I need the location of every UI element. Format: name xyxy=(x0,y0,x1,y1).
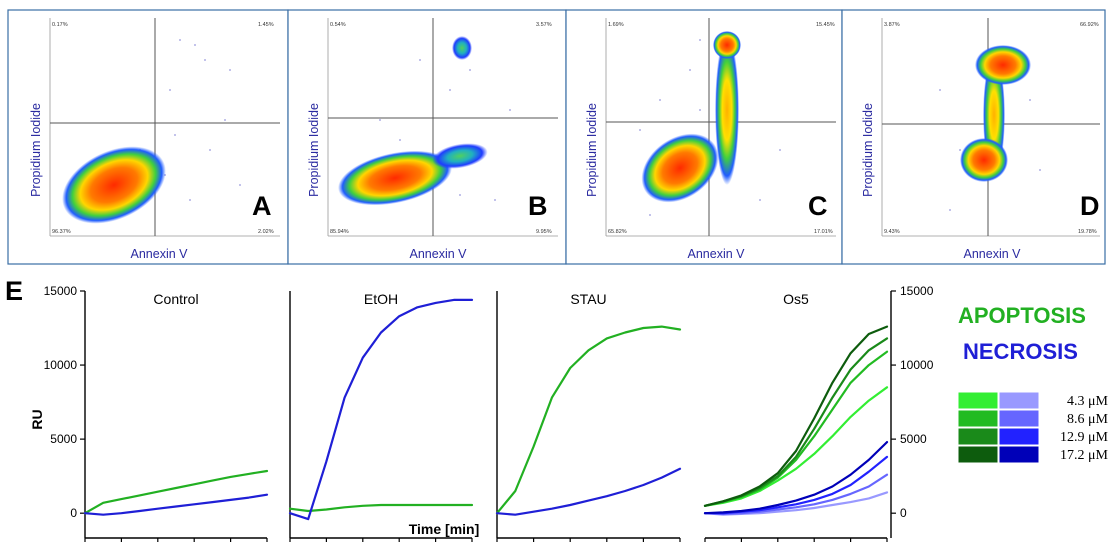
series-line-apoptosis xyxy=(83,469,269,515)
quadrant-lr: 2.02% xyxy=(258,229,274,235)
swatch-apoptosis xyxy=(957,427,999,446)
chart-title: STAU xyxy=(570,291,606,307)
x-axis-label: Time [min] xyxy=(409,521,480,537)
flow-xlabel: Annexin V xyxy=(964,247,1022,261)
y-tick-label: 0 xyxy=(900,506,907,520)
flow-xlabel: Annexin V xyxy=(131,247,189,261)
panel-frame xyxy=(287,9,567,265)
quadrant-ul: 0.17% xyxy=(52,22,68,28)
chart-etoh: EtOH02004006008001000 xyxy=(288,291,474,542)
panel-letter: B xyxy=(528,191,548,221)
flow-panel-b: Propidium Iodide Annexin V 0.54% 3.57% 8… xyxy=(287,9,567,265)
quadrant-lr: 9.95% xyxy=(536,229,552,235)
chart-stau: STAU02004006008001000 xyxy=(495,291,682,542)
concentration-swatches: 4.3 μM 8.6 μM 12.9 μM 17.2 μM xyxy=(957,391,1109,464)
scatter-dots xyxy=(939,89,1041,211)
chart-title: EtOH xyxy=(364,291,398,307)
series-line-apoptosis xyxy=(288,503,474,513)
concentration-label: 12.9 μM xyxy=(1060,430,1109,445)
y-tick-label: 15000 xyxy=(44,284,78,298)
population-blob xyxy=(432,143,488,169)
y-tick-label: 5000 xyxy=(900,432,927,446)
y-tick-label: 5000 xyxy=(50,432,77,446)
concentration-label: 17.2 μM xyxy=(1060,448,1109,463)
series-line-apoptosis xyxy=(495,325,682,515)
panel-frame xyxy=(841,9,1106,265)
population-blob xyxy=(715,35,739,185)
series-line-necrosis xyxy=(703,455,889,515)
population-blob xyxy=(641,133,719,203)
chart-title: Control xyxy=(153,291,198,307)
series-line-necrosis xyxy=(703,473,889,516)
series-line-apoptosis xyxy=(703,386,889,507)
population-blob xyxy=(62,146,166,224)
legend-apoptosis: APOPTOSIS xyxy=(958,303,1086,328)
concentration-label: 8.6 μM xyxy=(1067,412,1109,427)
quadrant-lr: 17.01% xyxy=(814,229,833,235)
legend: APOPTOSIS NECROSIS 4.3 μM 8.6 μM 12.9 μM 17… xyxy=(957,303,1109,464)
panel-letter: A xyxy=(252,191,272,221)
swatch-apoptosis xyxy=(957,445,999,464)
quadrant-ll: 65.82% xyxy=(608,229,627,235)
quadrant-ul: 0.54% xyxy=(330,22,346,28)
quadrant-ur: 3.57% xyxy=(536,22,552,28)
quadrant-ll: 9.43% xyxy=(884,229,900,235)
chart-control: Control02004006008001000050001000015000R… xyxy=(29,284,479,542)
flow-xlabel: Annexin V xyxy=(688,247,746,261)
quadrant-ul: 1.69% xyxy=(608,22,624,28)
population-blob xyxy=(452,36,472,60)
swatch-necrosis xyxy=(998,409,1040,428)
y-axis-label: RU xyxy=(29,409,45,429)
y-tick-label: 10000 xyxy=(900,358,934,372)
flow-panel-d: Propidium Iodide Annexin V 3.87% 66.92% … xyxy=(841,9,1106,265)
quadrant-ll: 96.37% xyxy=(52,229,71,235)
swatch-apoptosis xyxy=(957,391,999,410)
series-line-apoptosis xyxy=(703,325,889,507)
swatch-necrosis xyxy=(998,427,1040,446)
panel-letter-e: E xyxy=(5,276,23,306)
quadrant-ur: 1.45% xyxy=(258,22,274,28)
series-line-necrosis xyxy=(83,493,269,516)
flow-xlabel: Annexin V xyxy=(410,247,468,261)
series-line-necrosis xyxy=(495,467,682,516)
panel-letter: D xyxy=(1080,191,1100,221)
series-line-apoptosis xyxy=(703,350,889,507)
y-tick-label: 10000 xyxy=(44,358,78,372)
kinetics-charts: Control02004006008001000050001000015000R… xyxy=(29,284,934,542)
panel-frame xyxy=(7,9,289,265)
flow-ylabel: Propidium Iodide xyxy=(307,103,321,197)
swatch-necrosis xyxy=(998,391,1040,410)
quadrant-ur: 66.92% xyxy=(1080,22,1099,28)
y-tick-label: 0 xyxy=(70,506,77,520)
swatch-necrosis xyxy=(998,445,1040,464)
swatch-apoptosis xyxy=(957,409,999,428)
flow-panel-a: Propidium Iodide Annexin V 0.17% 1.45% 9… xyxy=(7,9,289,265)
series-line-necrosis xyxy=(703,441,889,515)
y-tick-label: 15000 xyxy=(900,284,934,298)
panel-letter: C xyxy=(808,191,828,221)
population-blob xyxy=(960,138,1008,182)
scatter-dots xyxy=(379,59,511,201)
quadrant-ur: 15.45% xyxy=(816,22,835,28)
flow-ylabel: Propidium Iodide xyxy=(29,103,43,197)
flow-ylabel: Propidium Iodide xyxy=(585,103,599,197)
quadrant-ul: 3.87% xyxy=(884,22,900,28)
concentration-label: 4.3 μM xyxy=(1067,394,1109,409)
quadrant-ll: 85.94% xyxy=(330,229,349,235)
chart-title: Os5 xyxy=(783,291,809,307)
flow-ylabel: Propidium Iodide xyxy=(861,103,875,197)
population-blob xyxy=(338,150,452,206)
scatter-dots xyxy=(639,39,781,216)
series-line-apoptosis xyxy=(703,337,889,507)
population-blob xyxy=(975,45,1031,85)
series-line-necrosis xyxy=(288,298,474,521)
chart-os5: Os502004006008001000050001000015000 xyxy=(703,284,934,542)
population-blob xyxy=(713,31,741,59)
quadrant-lr: 19.78% xyxy=(1078,229,1097,235)
legend-necrosis: NECROSIS xyxy=(963,339,1078,364)
flow-panel-c: Propidium Iodide Annexin V 1.69% 15.45% … xyxy=(565,9,843,265)
